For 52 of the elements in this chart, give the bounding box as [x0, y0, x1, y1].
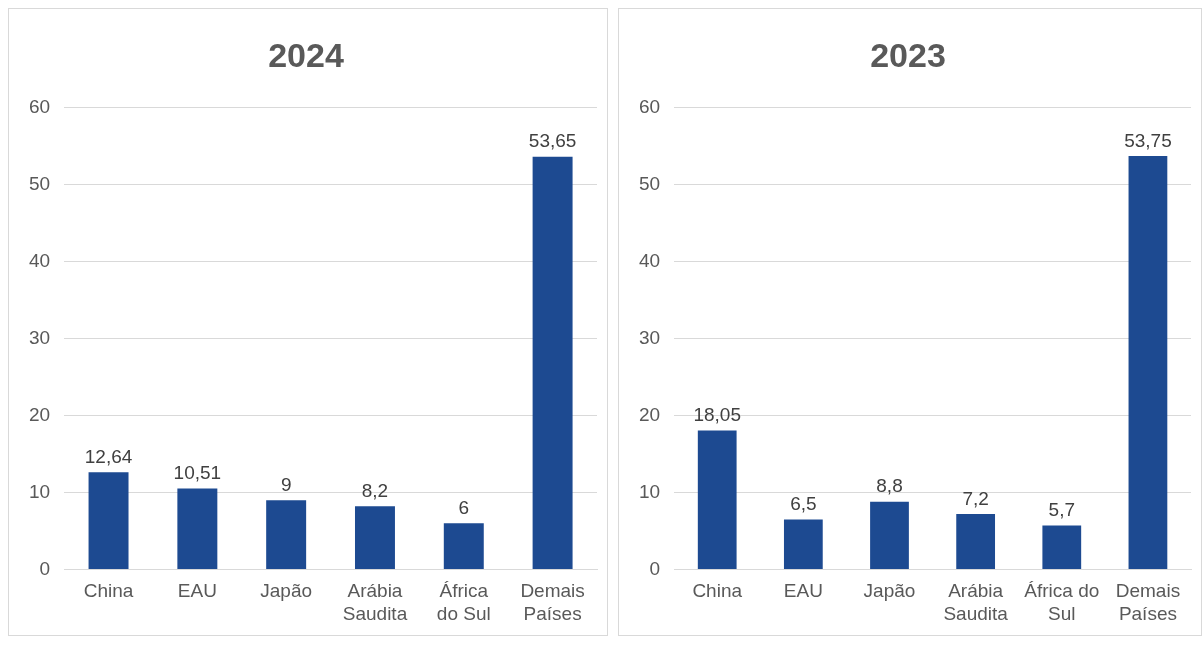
- chart-title: 2023: [870, 35, 946, 74]
- bar: [354, 506, 395, 569]
- bar: [1042, 525, 1082, 569]
- bar: [956, 514, 996, 569]
- bar: [783, 519, 823, 569]
- data-label: 8,8: [876, 475, 903, 497]
- y-tick-label: 30: [28, 326, 51, 348]
- x-tick-label: África do Sul: [436, 580, 491, 624]
- data-label: 7,2: [962, 487, 989, 509]
- x-tick-label: EAU: [177, 580, 217, 602]
- x-tick-label: Arábia Saudita: [943, 580, 1009, 624]
- x-tick-label: Demais Países: [1115, 580, 1181, 624]
- bar: [697, 430, 737, 569]
- data-label: 12,64: [84, 445, 133, 467]
- y-tick-label: 30: [638, 326, 661, 348]
- bar: [1128, 155, 1168, 569]
- data-label: 6: [458, 496, 470, 518]
- y-tick-label: 50: [28, 172, 51, 194]
- data-label: 9: [280, 473, 292, 495]
- data-label: 53,75: [1124, 129, 1172, 151]
- y-tick-label: 10: [28, 480, 51, 502]
- x-tick-label: EAU: [783, 580, 823, 602]
- y-tick-label: 40: [28, 249, 51, 271]
- x-tick-label: China: [83, 580, 134, 602]
- chart-title: 2024: [268, 35, 344, 74]
- bar: [870, 501, 909, 569]
- data-label: 53,65: [528, 130, 577, 152]
- data-label: 18,05: [693, 404, 741, 426]
- x-tick-label: Japão: [863, 580, 916, 602]
- x-tick-label: Japão: [260, 580, 313, 602]
- y-tick-label: 50: [638, 172, 661, 194]
- bar: [266, 500, 307, 569]
- y-tick-label: 40: [638, 249, 661, 271]
- x-tick-label: Arábia Saudita: [342, 580, 408, 624]
- bar: [177, 488, 218, 569]
- y-tick-label: 60: [638, 96, 661, 118]
- x-tick-label: Demais Países: [520, 580, 585, 624]
- y-tick-label: 60: [28, 96, 51, 118]
- y-tick-label: 10: [638, 480, 661, 502]
- y-tick-label: 20: [28, 403, 51, 425]
- y-tick-label: 0: [649, 557, 661, 579]
- data-label: 6,5: [790, 493, 817, 515]
- y-tick-label: 0: [39, 557, 51, 579]
- data-label: 5,7: [1048, 499, 1075, 521]
- bar: [88, 472, 129, 569]
- bar: [532, 156, 573, 569]
- x-tick-label: China: [692, 580, 743, 602]
- data-label: 8,2: [361, 480, 389, 502]
- bar: [443, 523, 484, 569]
- y-tick-label: 20: [638, 403, 661, 425]
- x-tick-label: África do Sul: [1024, 580, 1100, 624]
- data-label: 10,51: [173, 462, 222, 484]
